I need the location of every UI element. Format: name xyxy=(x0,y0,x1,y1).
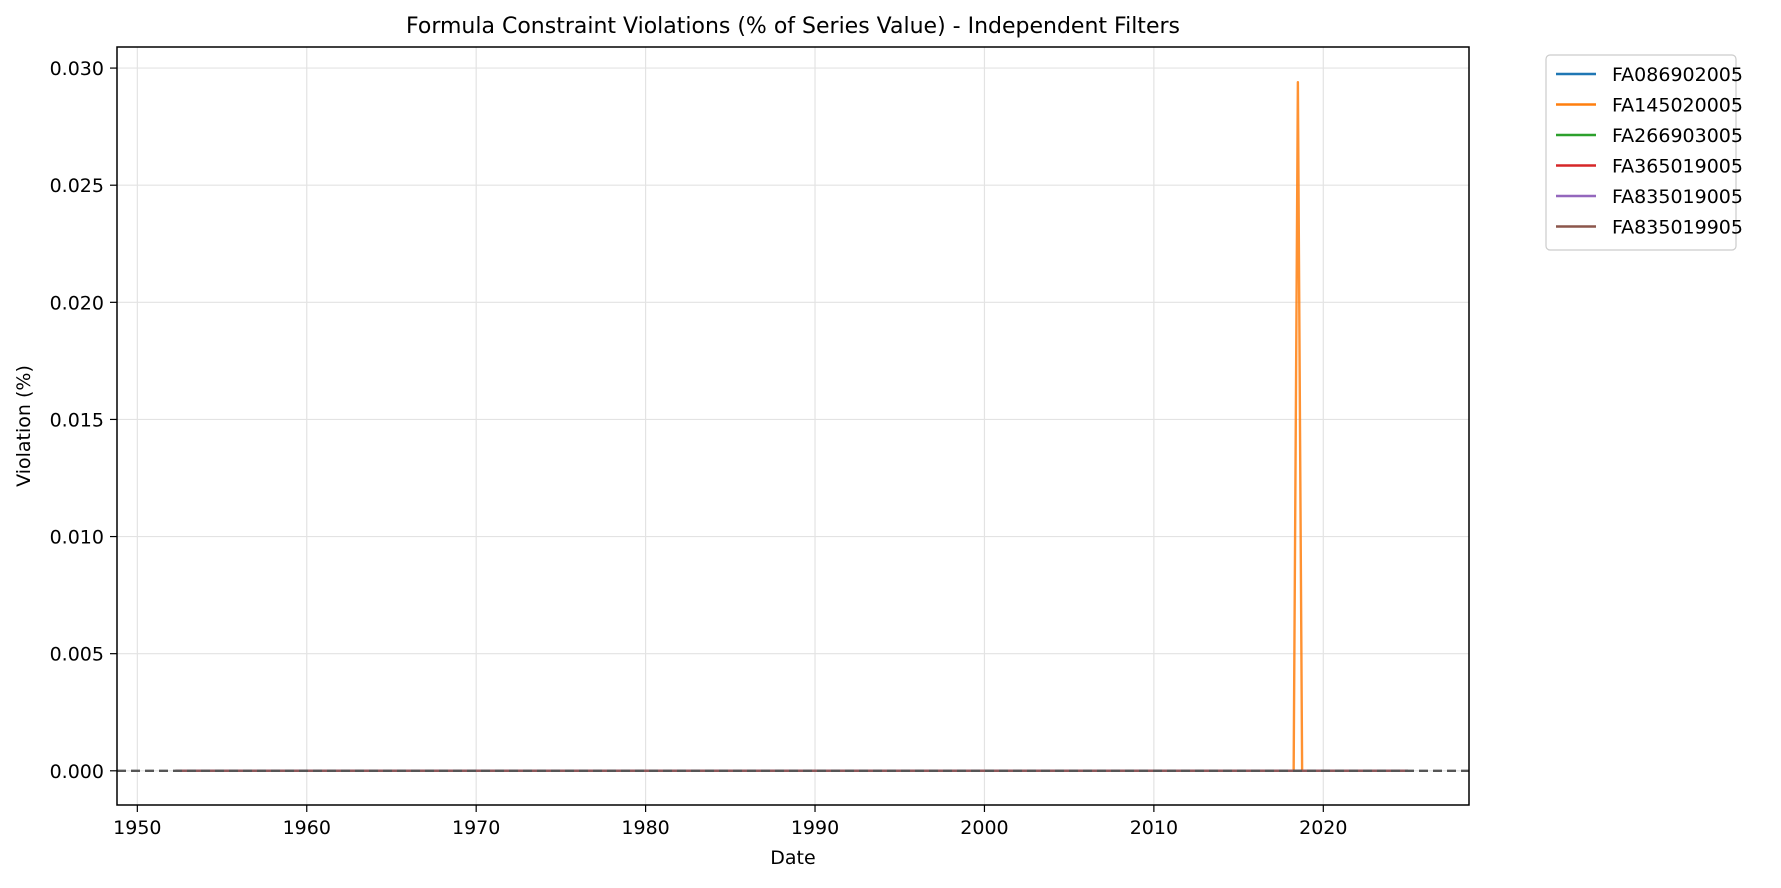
y-axis-title: Violation (%) xyxy=(13,365,35,487)
x-tick-label: 1960 xyxy=(283,817,331,839)
chart-title: Formula Constraint Violations (% of Seri… xyxy=(406,14,1180,39)
y-tick-label: 0.015 xyxy=(50,409,104,431)
y-axis-ticks: 0.000 0.005 0.010 0.015 0.020 0.025 0.030 xyxy=(50,58,117,783)
x-axis-title: Date xyxy=(770,847,815,869)
legend-label: FA086902005 xyxy=(1612,64,1743,86)
y-tick-label: 0.000 xyxy=(50,761,104,783)
legend-label: FA365019005 xyxy=(1612,156,1743,178)
x-tick-label: 1980 xyxy=(621,817,669,839)
x-tick-label: 2000 xyxy=(960,817,1008,839)
legend: FA086902005 FA145020005 FA266903005 FA36501… xyxy=(1545,54,1743,251)
x-tick-label: 2020 xyxy=(1299,817,1347,839)
y-tick-label: 0.010 xyxy=(50,527,104,549)
y-tick-label: 0.020 xyxy=(50,292,104,314)
x-axis-ticks: 1950 1960 1970 1980 1990 2000 2010 2020 xyxy=(113,805,1347,839)
x-tick-label: 1950 xyxy=(113,817,161,839)
y-tick-label: 0.025 xyxy=(50,175,104,197)
legend-label: FA266903005 xyxy=(1612,125,1743,147)
plot-frame xyxy=(116,46,1470,806)
legend-label: FA835019005 xyxy=(1612,186,1743,208)
legend-label: FA145020005 xyxy=(1612,95,1743,117)
series-layer xyxy=(117,80,1469,773)
y-tick-label: 0.005 xyxy=(50,644,104,666)
x-tick-label: 1970 xyxy=(452,817,500,839)
y-tick-label: 0.030 xyxy=(50,58,104,80)
x-tick-label: 2010 xyxy=(1130,817,1178,839)
grid-layer xyxy=(117,47,1469,805)
x-tick-label: 1990 xyxy=(791,817,839,839)
legend-label: FA835019905 xyxy=(1612,217,1743,239)
